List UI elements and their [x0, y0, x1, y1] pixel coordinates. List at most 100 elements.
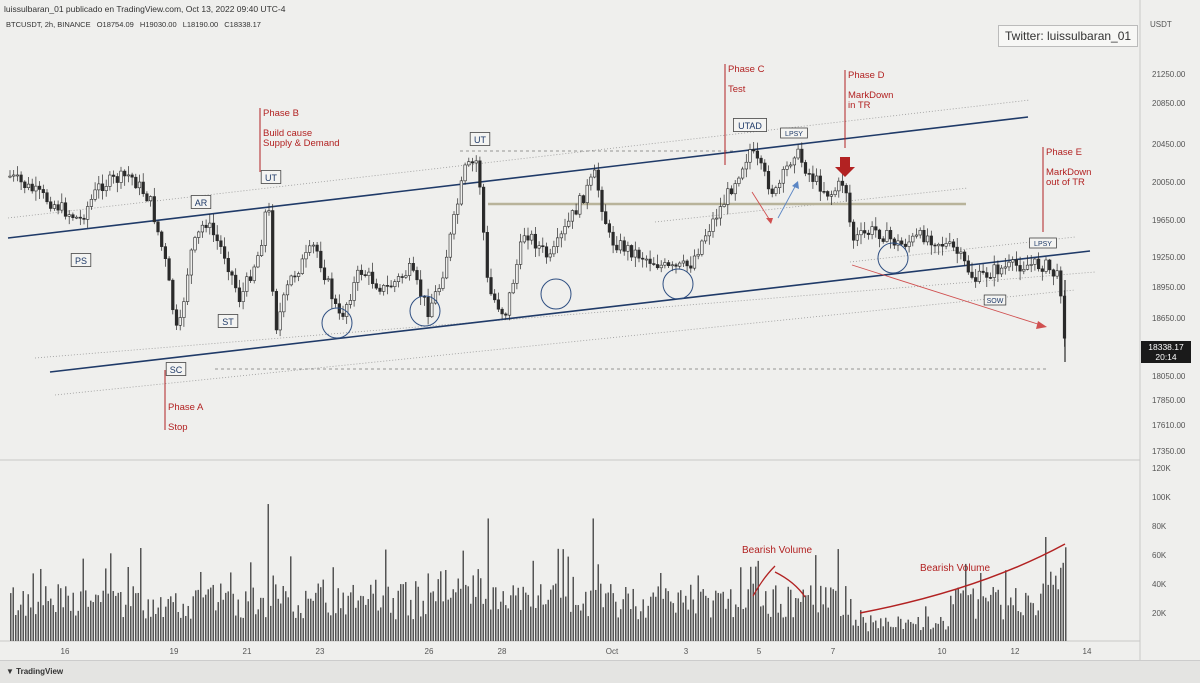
volume-bar [662, 598, 664, 641]
volume-bar [447, 599, 449, 641]
candle-body [581, 195, 586, 203]
candle-body [430, 302, 434, 318]
volume-bar [622, 599, 624, 641]
volume-bar [802, 589, 804, 641]
candle-body [604, 211, 608, 224]
volume-bar [425, 614, 427, 641]
volume-bar [767, 613, 769, 641]
volume-bar [370, 584, 372, 641]
volume-bar [302, 618, 304, 641]
candle-body [163, 246, 168, 259]
candle-body [925, 235, 930, 243]
event-label-text: SOW [987, 298, 1004, 305]
candle-body [907, 241, 911, 247]
candle-body [289, 275, 293, 286]
candle-body [37, 185, 42, 190]
candle-body [670, 264, 674, 267]
volume-bar [672, 603, 674, 641]
candle-body [1029, 264, 1033, 266]
candle-body [56, 204, 60, 211]
volume-bar [1007, 605, 1009, 641]
volume-bar [122, 617, 124, 641]
volume-bar [715, 590, 717, 641]
candle-body [415, 270, 419, 281]
candle-body [692, 255, 697, 269]
candle-body [115, 176, 119, 183]
volume-bar [650, 596, 652, 641]
volume-bar [357, 600, 359, 641]
volume-bar [132, 586, 134, 641]
volume-bar [355, 607, 357, 641]
event-label-box [780, 127, 808, 139]
candle-body [641, 257, 645, 260]
candle-body [881, 238, 885, 242]
volume-bar [277, 598, 279, 641]
volume-bar [17, 610, 19, 641]
candle-body [82, 217, 86, 220]
candle-body [141, 181, 145, 195]
volume-bar [577, 605, 579, 641]
volume-bar [937, 623, 939, 641]
candle-body [459, 180, 464, 205]
volume-bar [885, 617, 887, 641]
candle-body [89, 199, 93, 207]
volume-bar [970, 594, 972, 641]
volume-bar [612, 593, 614, 641]
time-tick-label: 7 [831, 647, 836, 656]
volume-bar [1040, 593, 1042, 641]
volume-bar [1062, 562, 1064, 641]
volume-bar [157, 607, 159, 641]
volume-bar [207, 589, 209, 641]
volume-bar [525, 592, 527, 641]
time-tick-label: 16 [61, 647, 70, 656]
volume-annotation: Bearish Volume [742, 545, 812, 556]
open-value: O18754.09 [96, 20, 134, 29]
volume-bar [520, 609, 522, 641]
candle-body [681, 260, 685, 264]
candle-body [859, 230, 863, 236]
volume-bar [637, 619, 639, 641]
candle-body [278, 311, 282, 331]
spring-test-circle [409, 295, 441, 327]
volume-bar [322, 579, 324, 641]
close-value: C18338.17 [224, 20, 261, 29]
candle-body [211, 222, 216, 236]
volume-bar [905, 622, 907, 641]
volume-bar [850, 598, 852, 641]
candle-body [493, 293, 497, 301]
volume-bar [1037, 610, 1039, 641]
volume-bar [185, 615, 187, 641]
volume-bar [55, 612, 57, 641]
time-tick-label: 23 [316, 647, 325, 656]
volume-bar [412, 619, 414, 641]
price-chart[interactable]: 17350.0017610.0017850.0018050.0018350.00… [0, 0, 1200, 660]
candle-body [382, 285, 386, 292]
volume-tick-label: 80K [1152, 522, 1167, 531]
low-value: L18190.00 [182, 20, 219, 29]
candle-body [252, 266, 256, 281]
candle-body [511, 282, 515, 294]
volume-bar [780, 603, 782, 641]
volume-bar [510, 595, 512, 641]
candle-body [903, 243, 907, 247]
volume-bar [747, 589, 749, 641]
volume-bar [792, 617, 794, 641]
volume-bar [870, 615, 872, 641]
price-tick-label: 21250.00 [1152, 70, 1186, 79]
volume-bar [855, 619, 857, 641]
candle-body [23, 181, 27, 189]
volume-bar [932, 627, 934, 641]
volume-bar [702, 589, 704, 641]
volume-bar [287, 597, 289, 641]
volume-bar [100, 602, 102, 641]
volume-bar [10, 593, 12, 641]
price-tick-label: 18650.00 [1152, 314, 1186, 323]
candle-body [67, 214, 71, 217]
last-price-value: 18338.17 [1148, 342, 1184, 352]
candle-body [356, 269, 360, 283]
volume-bar [507, 608, 509, 641]
volume-bar [947, 626, 949, 641]
volume-bar [757, 560, 759, 641]
volume-bar [402, 584, 404, 641]
volume-bar [540, 584, 542, 641]
